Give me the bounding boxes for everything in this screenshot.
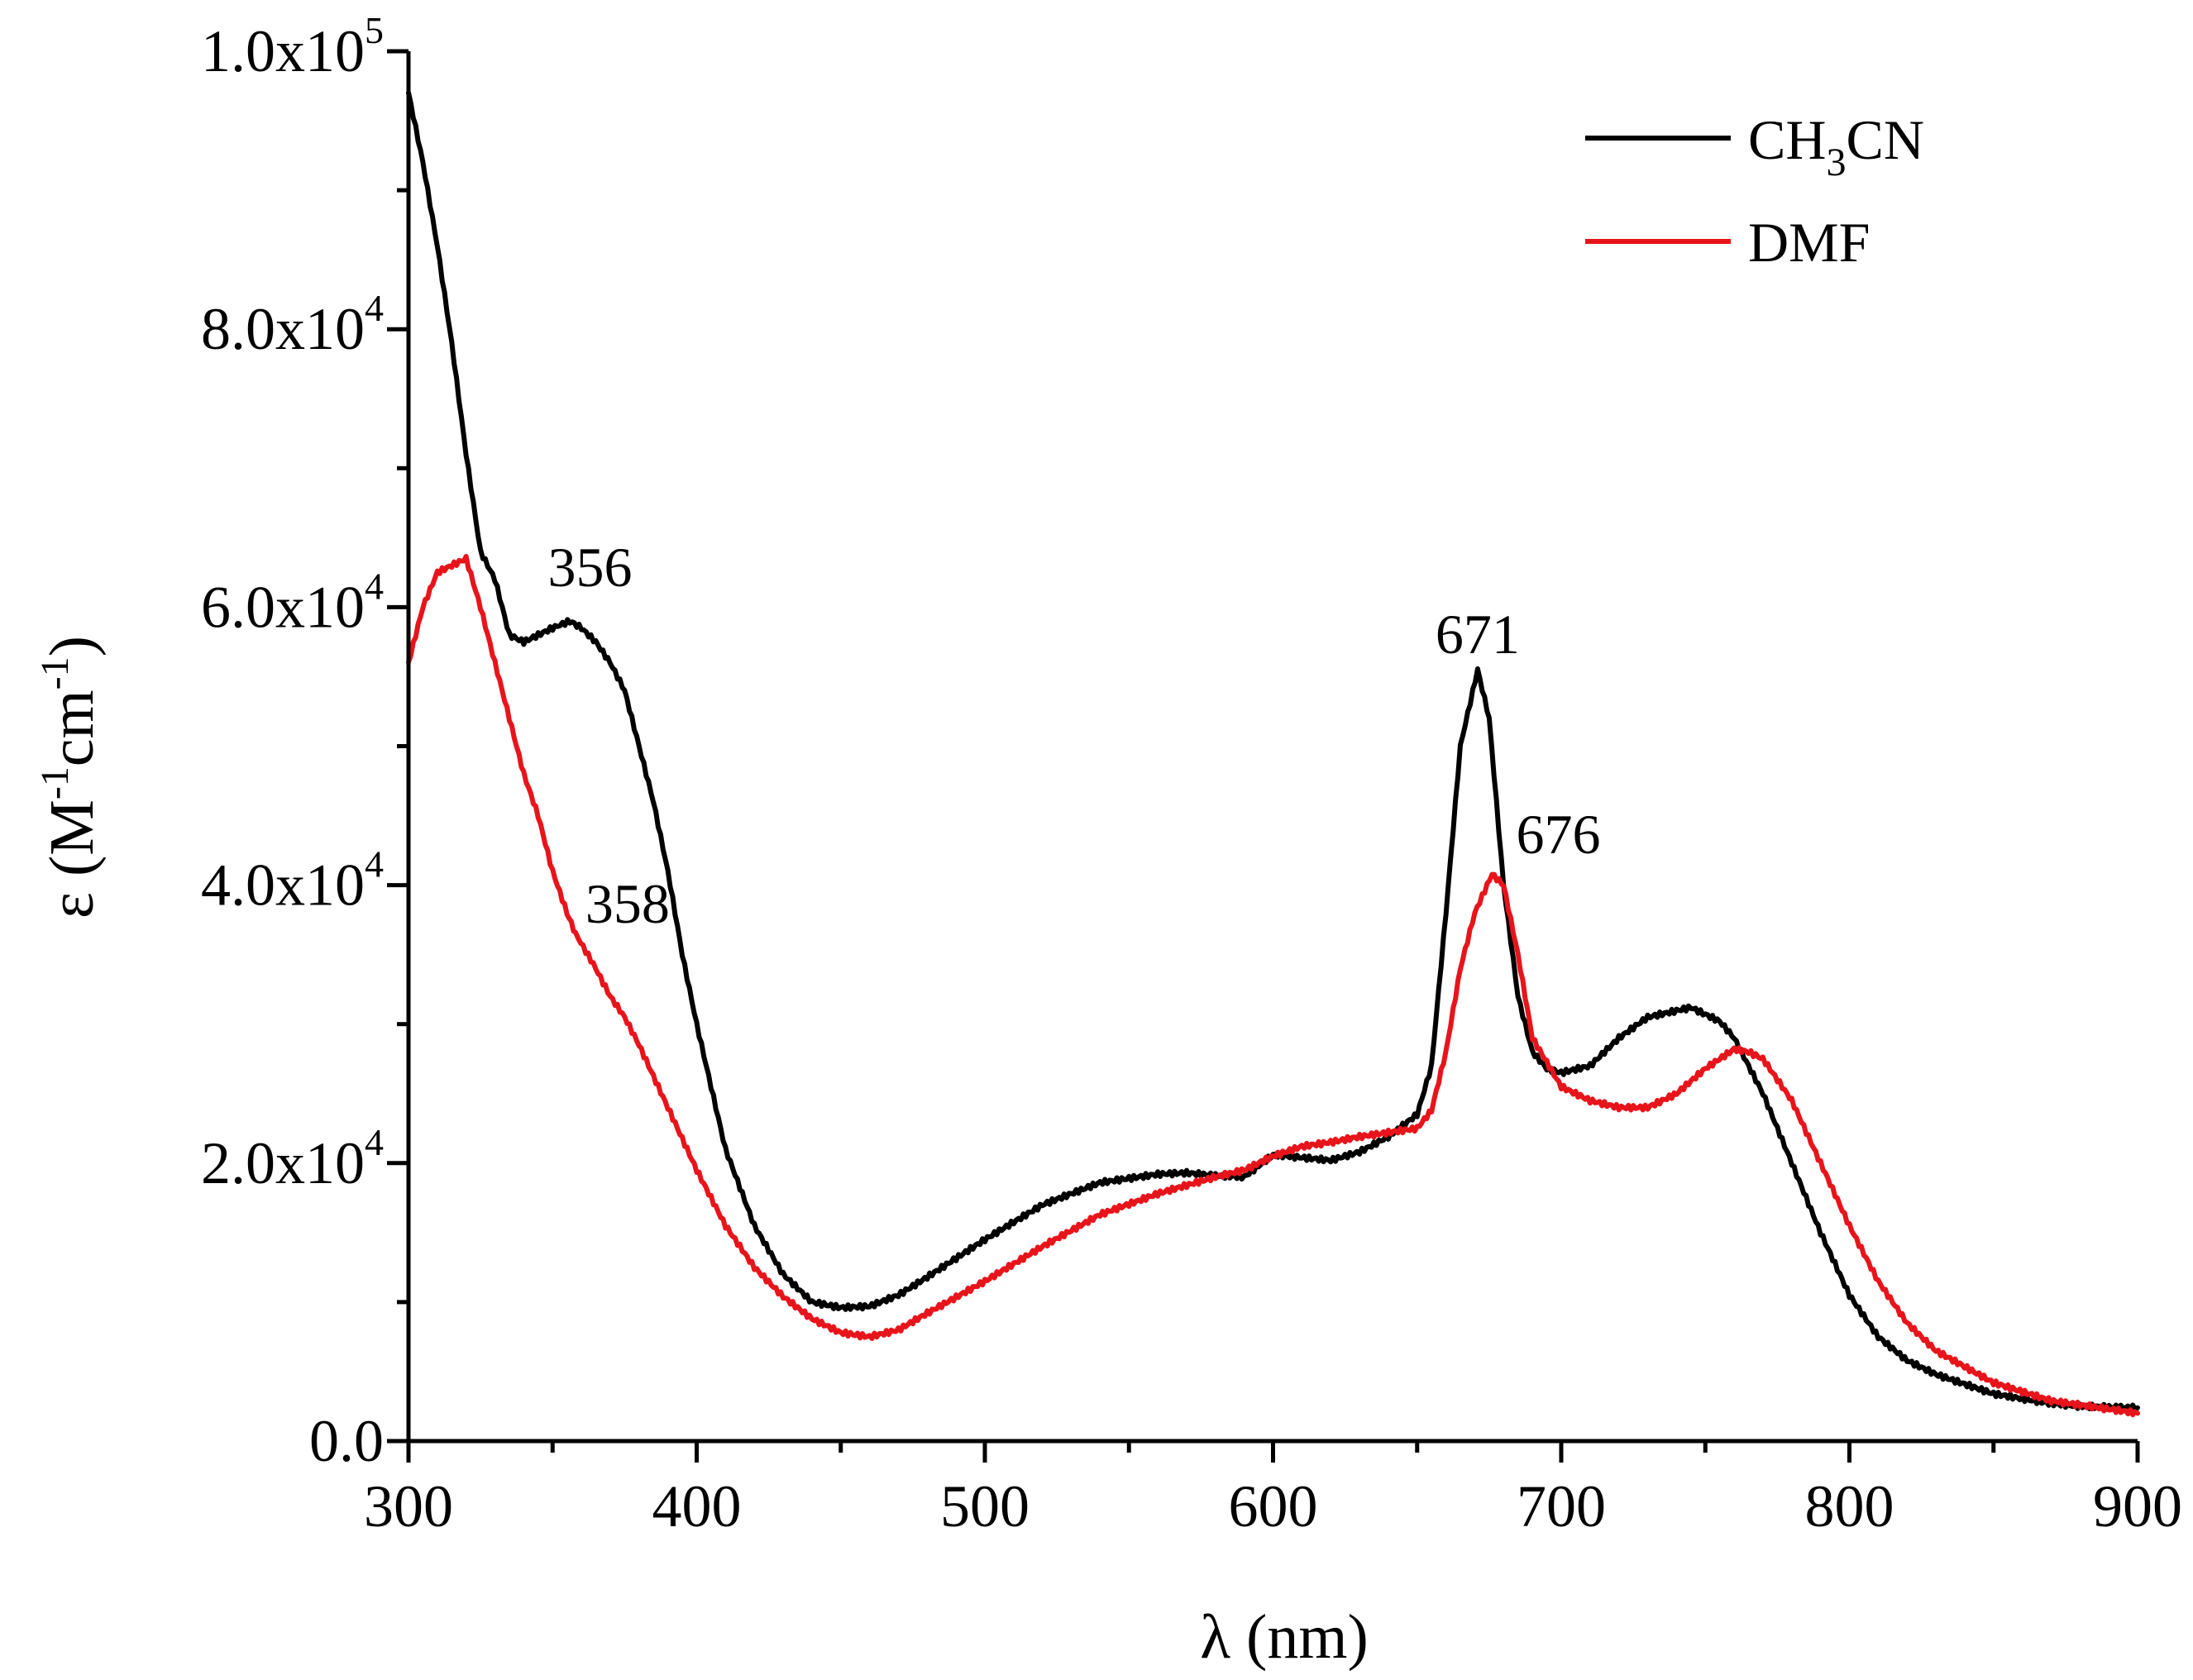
legend-label-dmf: DMF bbox=[1748, 211, 1870, 274]
y-tick-exponent: 4 bbox=[365, 287, 384, 329]
legend-label-ch3cn-main: CH bbox=[1748, 108, 1826, 171]
y-axis-title-mid: cm bbox=[37, 690, 107, 766]
legend: CH3CN DMF bbox=[1585, 108, 1924, 274]
series-line-dmf bbox=[406, 554, 2140, 1418]
x-tick-label: 300 bbox=[364, 1473, 453, 1539]
legend-label-ch3cn: CH3CN bbox=[1748, 108, 1924, 184]
y-tick-exponent: 4 bbox=[365, 1121, 384, 1163]
legend-label-ch3cn-tail: CN bbox=[1846, 108, 1923, 171]
y-tick-exponent: 5 bbox=[365, 9, 384, 51]
y-tick-label: 2.0x104 bbox=[201, 1121, 384, 1196]
x-ticks: 300 400 500 600 700 800 900 bbox=[364, 1441, 2182, 1539]
y-tick-label: 6.0x104 bbox=[201, 565, 384, 640]
y-tick-label: 4.0x104 bbox=[201, 843, 384, 919]
y-tick-exponent: 4 bbox=[365, 565, 384, 607]
y-tick-mantissa: 1.0x10 bbox=[201, 18, 365, 84]
x-tick-label: 500 bbox=[940, 1473, 1030, 1539]
y-tick-label: 1.0x105 bbox=[201, 9, 384, 84]
x-tick-label: 600 bbox=[1229, 1473, 1318, 1539]
x-tick-label: 700 bbox=[1517, 1473, 1606, 1539]
y-axis-title-suffix: ) bbox=[37, 636, 107, 656]
y-tick-label: 8.0x104 bbox=[201, 287, 384, 362]
y-axis-title-sup2: -1 bbox=[33, 656, 77, 690]
x-tick-label: 400 bbox=[652, 1473, 742, 1539]
series-line-ch3cn bbox=[406, 90, 2140, 1413]
y-tick-mantissa: 0.0 bbox=[309, 1408, 384, 1474]
peak-label-358: 358 bbox=[585, 872, 670, 935]
y-tick-mantissa: 4.0x10 bbox=[201, 852, 365, 919]
legend-label-ch3cn-sub: 3 bbox=[1826, 141, 1846, 184]
peak-label-671: 671 bbox=[1436, 603, 1520, 666]
x-tick-label: 800 bbox=[1805, 1473, 1894, 1539]
x-tick-label: 900 bbox=[2093, 1473, 2182, 1539]
y-tick-mantissa: 2.0x10 bbox=[201, 1130, 365, 1196]
y-tick-label: 0.0 bbox=[309, 1408, 384, 1474]
peak-label-676: 676 bbox=[1517, 803, 1601, 866]
series-layer bbox=[406, 90, 2140, 1418]
y-axis-title-prefix: ε (M bbox=[37, 799, 107, 919]
x-axis-title: λ (nm) bbox=[1200, 1602, 1369, 1672]
peak-annotations: 356 358 671 676 bbox=[548, 536, 1601, 935]
y-tick-mantissa: 8.0x10 bbox=[201, 296, 365, 362]
peak-label-356: 356 bbox=[548, 536, 633, 599]
y-axis-title: ε (M-1cm-1) bbox=[33, 636, 107, 919]
y-tick-exponent: 4 bbox=[365, 843, 384, 885]
y-tick-mantissa: 6.0x10 bbox=[201, 574, 365, 640]
y-axis-title-sup1: -1 bbox=[33, 766, 77, 799]
